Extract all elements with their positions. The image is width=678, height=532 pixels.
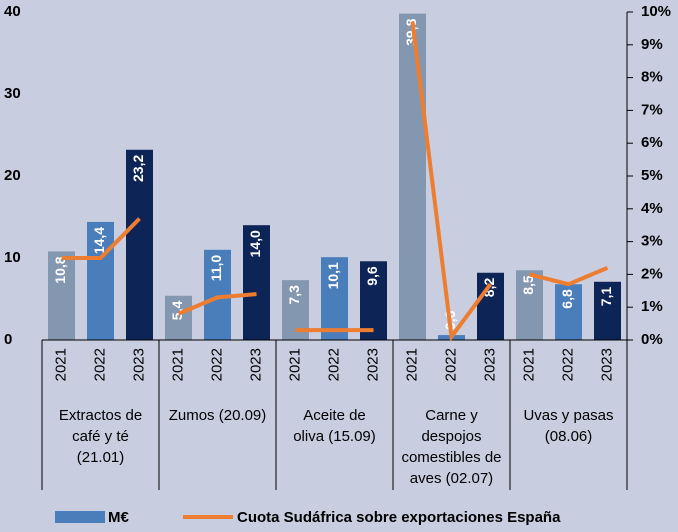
group-label: despojos [421, 428, 481, 445]
line [177, 292, 257, 316]
x-tick-label: 2021 [520, 348, 537, 381]
value-label: 5,4 [169, 301, 185, 321]
y-tick-label: 0 [4, 331, 12, 348]
x-tick-label: 2023 [481, 348, 498, 381]
y2-tick-label: 6% [641, 134, 663, 151]
x-tick-label: 2022 [91, 348, 108, 381]
value-label: 14,4 [91, 227, 107, 254]
line [529, 265, 609, 287]
x-tick-label: 2021 [286, 348, 303, 381]
y2-tick-label: 3% [641, 233, 663, 250]
value-label: 7,3 [286, 285, 302, 305]
x-tick-label: 2021 [403, 348, 420, 381]
value-label: 9,6 [364, 266, 380, 286]
value-label: 7,1 [598, 287, 614, 307]
group-label: (08.06) [545, 428, 593, 445]
bar [399, 13, 426, 340]
value-label: 23,2 [130, 155, 146, 182]
line [61, 217, 141, 260]
legend-swatch [55, 511, 105, 523]
x-tick-label: 2021 [52, 348, 69, 381]
x-tick-label: 2022 [208, 348, 225, 381]
y2-tick-label: 1% [641, 298, 663, 315]
y2-tick-label: 7% [641, 101, 663, 118]
value-label: 10,8 [52, 256, 68, 283]
group-label: aves (02.07) [410, 470, 493, 487]
value-label: 6,8 [559, 289, 575, 309]
bar [243, 225, 270, 340]
y2-tick-label: 4% [641, 200, 663, 217]
value-label: 8,5 [520, 275, 536, 295]
bar [594, 281, 621, 340]
x-tick-label: 2022 [442, 348, 459, 381]
bar [48, 251, 75, 340]
y2-tick-label: 10% [641, 3, 671, 20]
bar [360, 261, 387, 340]
y-tick-label: 20 [4, 167, 21, 184]
group-label: Zumos (20.09) [169, 407, 267, 424]
bar [165, 295, 192, 340]
group-label: oliva (15.09) [293, 428, 376, 445]
y2-tick-label: 2% [641, 265, 663, 282]
legend-label: Cuota Sudáfrica sobre exportaciones Espa… [237, 509, 561, 526]
group-label: comestibles de [401, 449, 501, 466]
line [410, 21, 493, 342]
x-tick-label: 2021 [169, 348, 186, 381]
group-label: Uvas y pasas [523, 407, 613, 424]
x-tick-label: 2022 [559, 348, 576, 381]
bar [516, 270, 543, 340]
value-label: 11,0 [208, 255, 224, 282]
value-label: 10,1 [325, 262, 341, 289]
y-tick-label: 30 [4, 85, 21, 102]
legend-label: M€ [108, 509, 129, 526]
x-tick-label: 2022 [325, 348, 342, 381]
x-tick-label: 2023 [364, 348, 381, 381]
group-label: Extractos de [59, 407, 142, 424]
group-label: Carne y [425, 407, 478, 424]
x-tick-label: 2023 [598, 348, 615, 381]
y2-tick-label: 5% [641, 167, 663, 184]
bar [555, 284, 582, 340]
bar [477, 272, 504, 340]
group-label: café y té [72, 428, 129, 445]
x-tick-label: 2023 [247, 348, 264, 381]
y2-tick-label: 8% [641, 69, 663, 86]
y2-tick-label: 9% [641, 36, 663, 53]
bar [321, 257, 348, 340]
y-tick-label: 40 [4, 3, 21, 20]
group-label: Aceite de [303, 407, 366, 424]
bar [87, 221, 114, 340]
group-label: (21.01) [77, 449, 125, 466]
y2-tick-label: 0% [641, 331, 663, 348]
bar [126, 149, 153, 340]
x-tick-label: 2023 [130, 348, 147, 381]
value-label: 14,0 [247, 230, 263, 257]
y-tick-label: 10 [4, 249, 21, 266]
